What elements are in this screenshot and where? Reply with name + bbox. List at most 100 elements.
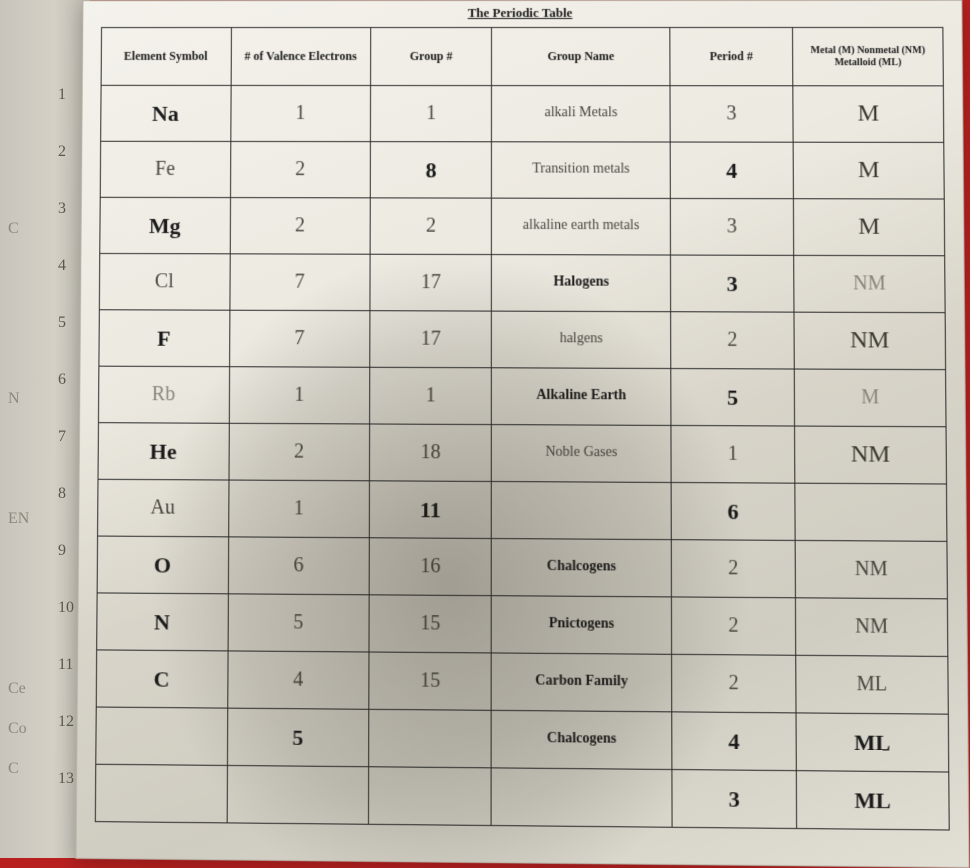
cell-period: 4 — [670, 142, 793, 199]
cell-classification: NM — [793, 255, 945, 312]
table-row: Na11alkali Metals3M — [100, 85, 944, 142]
margin-scribble: C — [8, 760, 19, 778]
cell-period: 1 — [671, 425, 794, 483]
cell-classification: M — [793, 86, 945, 143]
cell-symbol: He — [98, 423, 229, 480]
cell-valence: 7 — [229, 310, 370, 367]
cell-valence: 1 — [228, 480, 369, 538]
margin-number: 13 — [58, 770, 74, 788]
cell-symbol: Fe — [100, 141, 231, 197]
worksheet-sheet: The Periodic Table Element Symbol # of V… — [75, 0, 969, 868]
cell-classification: M — [793, 142, 945, 199]
cell-classification: NM — [794, 426, 947, 484]
cell-valence: 2 — [230, 141, 370, 197]
cell-valence: 1 — [229, 367, 370, 424]
cell-group-name: Chalcogens — [492, 710, 673, 769]
table-row: N515Pnictogens2NM — [96, 593, 948, 657]
margin-scribble: Co — [8, 720, 27, 738]
cell-period: 2 — [671, 312, 794, 369]
margin-number: 12 — [58, 713, 74, 731]
cell-classification: M — [794, 369, 946, 427]
table-row: F717halgens2NM — [98, 310, 946, 370]
cell-valence: 7 — [229, 254, 369, 311]
cell-period: 2 — [671, 540, 795, 598]
table-row: Au1116 — [97, 479, 947, 541]
cell-group-name: Noble Gases — [492, 425, 672, 483]
cell-group-num — [368, 767, 491, 826]
cell-group-num: 18 — [369, 424, 491, 482]
table-row: Fe28Transition metals4M — [100, 141, 945, 199]
col-classification: Metal (M) Nonmetal (NM) Metalloid (ML) — [792, 27, 944, 85]
cell-symbol: Cl — [99, 253, 230, 310]
cell-valence: 2 — [230, 198, 370, 255]
cell-group-name: Chalcogens — [492, 539, 672, 597]
cell-group-name: Pnictogens — [492, 596, 672, 655]
cell-classification: NM — [794, 312, 946, 370]
cell-period: 3 — [671, 255, 794, 312]
margin-scribble: Ce — [8, 680, 26, 698]
page-title: The Periodic Table — [83, 1, 961, 27]
cell-period: 4 — [672, 712, 796, 771]
margin-number: 6 — [58, 371, 66, 389]
cell-period: 3 — [670, 86, 793, 142]
margin-number: 5 — [58, 314, 66, 332]
cell-group-num: 15 — [369, 595, 492, 653]
cell-valence: 4 — [227, 651, 369, 709]
cell-group-name: Halogens — [492, 255, 671, 312]
cell-classification: ML — [796, 713, 949, 772]
cell-group-num: 17 — [370, 254, 492, 311]
col-element-symbol: Element Symbol — [101, 28, 231, 86]
margin-number: 11 — [58, 656, 73, 674]
cell-group-num: 16 — [369, 538, 492, 596]
cell-valence: 1 — [230, 85, 370, 141]
cell-group-name: alkali Metals — [492, 86, 670, 142]
cell-group-num — [368, 709, 491, 768]
cell-group-num: 17 — [370, 311, 492, 368]
cell-classification: NM — [795, 598, 948, 657]
cell-symbol — [95, 707, 227, 765]
margin-number: 9 — [58, 542, 66, 560]
cell-classification: ML — [796, 771, 950, 830]
header-row: Element Symbol # of Valence Electrons Gr… — [101, 27, 944, 85]
cell-symbol: Mg — [99, 197, 230, 254]
cell-classification: M — [793, 199, 945, 256]
cell-classification — [795, 483, 948, 541]
col-period: Period # — [670, 27, 793, 85]
cell-group-name: Alkaline Earth — [492, 368, 671, 426]
cell-classification: NM — [795, 540, 948, 598]
table-row: C415Carbon Family2ML — [96, 650, 949, 714]
table-row: Cl717Halogens3NM — [99, 253, 946, 312]
cell-group-num: 8 — [370, 142, 492, 198]
cell-symbol: C — [96, 650, 228, 708]
cell-period: 3 — [672, 770, 796, 829]
periodic-worksheet-table: Element Symbol # of Valence Electrons Gr… — [94, 27, 950, 831]
table-row: He218Noble Gases1NM — [98, 423, 947, 484]
cell-valence: 5 — [228, 594, 369, 652]
cell-symbol: O — [97, 536, 229, 594]
cell-period: 5 — [671, 369, 794, 427]
col-group-num: Group # — [370, 28, 492, 86]
cell-group-name: halgens — [492, 311, 671, 368]
cell-valence: 6 — [228, 537, 369, 595]
cell-symbol: Au — [97, 479, 228, 537]
cell-valence: 5 — [227, 708, 369, 767]
table-row: O616Chalcogens2NM — [97, 536, 948, 599]
table-row: 5 Chalcogens4ML — [95, 707, 949, 772]
margin-number: 3 — [58, 200, 66, 218]
margin-number: 2 — [58, 143, 66, 161]
cell-symbol: Rb — [98, 366, 229, 423]
cell-group-num: 11 — [369, 481, 492, 539]
margin-number: 8 — [58, 485, 66, 503]
col-group-name: Group Name — [492, 27, 670, 85]
col-valence: # of Valence Electrons — [231, 28, 371, 86]
margin-number: 10 — [58, 599, 74, 617]
cell-group-name: alkaline earth metals — [492, 198, 671, 255]
cell-group-num: 2 — [370, 198, 492, 255]
table-row: Mg22alkaline earth metals3M — [99, 197, 945, 255]
cell-symbol: N — [96, 593, 228, 651]
cell-classification: ML — [795, 655, 948, 714]
margin-scribble: C — [8, 220, 19, 238]
cell-symbol: F — [98, 310, 229, 367]
margin-scribble: EN — [8, 510, 29, 528]
cell-period: 6 — [671, 482, 795, 540]
